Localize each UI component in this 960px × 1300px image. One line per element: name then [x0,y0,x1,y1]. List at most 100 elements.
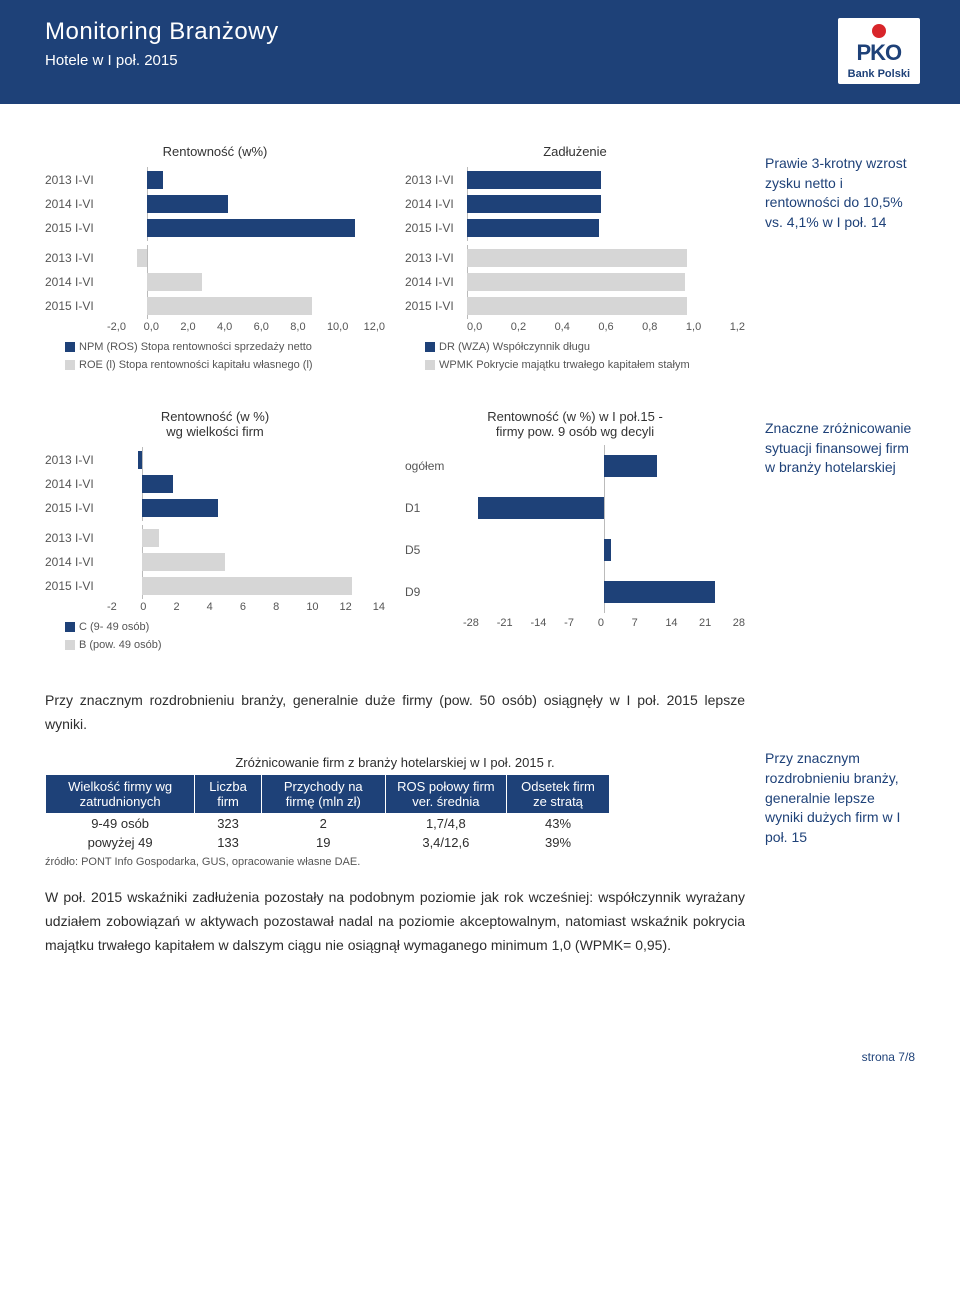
bar-label: 2013 I-VI [45,251,107,265]
table-cell: powyżej 49 [46,833,195,852]
legend-item: B (pow. 49 osób) [65,637,385,655]
axis-tick: -14 [530,617,564,629]
header-title: Monitoring Branżowy [45,18,279,46]
bar-label: 2014 I-VI [45,275,107,289]
chart-row: ogółem [405,449,745,483]
chart1-title: Rentowność (w%) [45,144,385,159]
table-cell: 9-49 osób [46,813,195,833]
bar-label: 2014 I-VI [45,555,107,569]
axis-tick: -2 [107,601,140,613]
chart-row: 2014 I-VI [405,271,745,293]
axis-tick: -28 [463,617,497,629]
table-header-cell: ROS połowy firm ver. średnia [385,774,506,813]
axis-tick: 2,0 [180,321,217,333]
bar [142,499,218,517]
table-source: źródło: PONT Info Gospodarka, GUS, oprac… [45,856,745,868]
legend-item: WPMK Pokrycie majątku trwałego kapitałem… [425,357,745,375]
differentiation-table: Zróżnicowanie firm z branży hotelarskiej… [45,755,745,868]
bar [142,529,159,547]
axis-tick: 12,0 [364,321,385,333]
bar [147,171,163,189]
axis-tick: -21 [497,617,531,629]
chart-row: 2013 I-VI [45,169,385,191]
bar [138,451,141,469]
chart-row: 2015 I-VI [45,295,385,317]
chart-row: 2013 I-VI [405,169,745,191]
bar-label: 2015 I-VI [405,221,467,235]
bar-label: 2014 I-VI [45,477,107,491]
chart-row: 2013 I-VI [45,449,385,471]
axis-tick: 2 [173,601,206,613]
axis-tick: 10 [306,601,339,613]
bar-label: 2013 I-VI [405,173,467,187]
table-cell: 1,7/4,8 [385,813,506,833]
chart2-title: Zadłużenie [405,144,745,159]
page-header: Monitoring Branżowy Hotele w I poł. 2015… [0,0,960,104]
bar [467,219,599,237]
axis-tick: 0,2 [511,321,555,333]
callout-differentiation: Znaczne zróżnicowanie sytuacji finansowe… [765,409,915,478]
bar-label: 2015 I-VI [45,579,107,593]
axis-tick: 1,2 [730,321,745,333]
bar-label: 2015 I-VI [45,299,107,313]
table-header-cell: Odsetek firm ze stratą [507,774,610,813]
bar [147,219,356,237]
bar [142,553,225,571]
bar [604,581,715,603]
callout-large-firms: Przy znacznym rozdrobnieniu branży, gene… [765,689,915,847]
bar-label: 2015 I-VI [45,221,107,235]
chart-row: D9 [405,575,745,609]
chart-profitability-by-size: Rentowność (w %)wg wielkości firm 2013 I… [45,409,385,654]
chart-profitability: Rentowność (w%) 2013 I-VI 2014 I-VI 2015 I… [45,144,385,374]
chart4-title: Rentowność (w %) w I poł.15 -firmy pow. … [405,409,745,439]
bar-label: 2014 I-VI [405,275,467,289]
chart3-title: Rentowność (w %)wg wielkości firm [45,409,385,439]
axis-tick: 0 [598,617,632,629]
table-header-cell: Przychody na firmę (mln zł) [261,774,385,813]
axis-tick: 4,0 [217,321,254,333]
pko-logo: PKO Bank Polski [838,18,920,84]
bar [142,475,173,493]
chart-row: 2015 I-VI [405,217,745,239]
axis-tick: -7 [564,617,598,629]
bar [604,455,657,477]
bar-label: 2014 I-VI [45,197,107,211]
chart-row: 2015 I-VI [45,497,385,519]
axis-tick: 6,0 [254,321,291,333]
table-row: powyżej 49133193,4/12,639% [46,833,610,852]
axis-tick: 0,4 [555,321,599,333]
bar [147,195,228,213]
bar [467,249,687,267]
axis-tick: -2,0 [107,321,144,333]
axis-tick: 1,0 [686,321,730,333]
header-subtitle: Hotele w I poł. 2015 [45,52,279,69]
chart-row: D5 [405,533,745,567]
bar [142,577,352,595]
table-cell: 133 [195,833,262,852]
axis-tick: 0,0 [467,321,511,333]
axis-tick: 0 [140,601,173,613]
bar [467,297,687,315]
chart-row: 2014 I-VI [405,193,745,215]
axis-tick: 0,0 [144,321,181,333]
logo-dot-icon [872,24,886,38]
table-header-cell: Liczba firm [195,774,262,813]
chart-row: 2014 I-VI [45,193,385,215]
chart-row: D1 [405,491,745,525]
axis-tick: 8 [273,601,306,613]
chart-row: 2013 I-VI [405,247,745,269]
bar [147,273,203,291]
bar-label: 2014 I-VI [405,197,467,211]
table-cell: 19 [261,833,385,852]
legend-item: NPM (ROS) Stopa rentowności sprzedaży ne… [65,339,385,357]
bar-label: 2013 I-VI [45,173,107,187]
axis-tick: 21 [699,617,733,629]
legend-item: C (9- 49 osób) [65,619,385,637]
bar [137,249,147,267]
bar-label: ogółem [405,459,463,473]
axis-tick: 6 [240,601,273,613]
table-cell: 39% [507,833,610,852]
chart-row: 2014 I-VI [45,551,385,573]
axis-tick: 10,0 [327,321,364,333]
bar-label: 2015 I-VI [45,501,107,515]
